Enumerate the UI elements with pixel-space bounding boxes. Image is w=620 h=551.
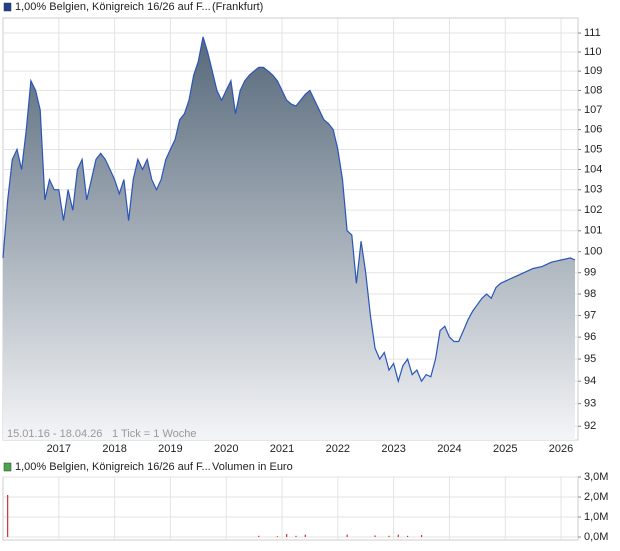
- price-line: [2, 36, 576, 384]
- volume-bar: [286, 534, 288, 537]
- volume-bar: [406, 535, 409, 537]
- area-fill: [3, 36, 575, 441]
- x-tick-label: 2025: [493, 443, 517, 455]
- x-tick-label: 2019: [158, 443, 182, 455]
- volume-bar: [7, 495, 9, 537]
- y-tick-label: 106: [584, 123, 602, 135]
- plot-area: [2, 476, 579, 541]
- period-label: 15.01.16 - 18.04.26: [7, 428, 102, 440]
- y-tick-label: 109: [584, 65, 602, 77]
- y-tick-label: 105: [584, 143, 602, 155]
- legend-label: 1,00% Belgien, Königreich 16/26 auf F...: [15, 461, 211, 473]
- y-tick-label: 1,0M: [584, 511, 608, 523]
- legend-unit: Volumen in Euro: [212, 461, 293, 473]
- legend-swatch: [3, 462, 12, 472]
- y-tick-label: 102: [584, 204, 602, 216]
- x-tick-label: 2017: [47, 443, 71, 455]
- volume-bar: [420, 535, 423, 537]
- y-tick-label: 99: [584, 267, 596, 279]
- y-tick-label: 2,0M: [584, 491, 608, 503]
- x-tick-label: 2023: [381, 443, 405, 455]
- y-tick-label: 96: [584, 331, 596, 343]
- volume-bar: [346, 534, 348, 537]
- x-tick-label: 2022: [326, 443, 350, 455]
- volume-bar: [295, 535, 297, 537]
- legend-swatch: [3, 2, 12, 12]
- legend-label: 1,00% Belgien, Königreich 16/26 auf F...: [15, 1, 211, 13]
- y-tick-label: 93: [584, 398, 596, 410]
- y-tick-label: 98: [584, 288, 596, 300]
- y-tick-label: 100: [584, 246, 602, 258]
- y-tick-label: 108: [584, 84, 602, 96]
- y-tick-label: 0,0M: [584, 531, 608, 543]
- volume-bar: [276, 536, 278, 537]
- volume-bar: [374, 535, 376, 537]
- x-tick-label: 2020: [214, 443, 238, 455]
- y-tick-label: 92: [584, 420, 596, 432]
- y-tick-label: 3,0M: [584, 471, 608, 483]
- volume-bar: [304, 534, 306, 537]
- y-tick-label: 110: [584, 46, 602, 58]
- y-tick-label: 97: [584, 309, 596, 321]
- x-tick-label: 2018: [102, 443, 126, 455]
- x-tick-label: 2021: [270, 443, 294, 455]
- y-tick-label: 103: [584, 184, 602, 196]
- volume-bar: [397, 534, 399, 537]
- y-tick-label: 94: [584, 375, 596, 387]
- y-tick-label: 107: [584, 104, 602, 116]
- y-tick-label: 101: [584, 225, 602, 237]
- legend-exchange: (Frankfurt): [212, 1, 263, 13]
- volume-bar: [258, 535, 260, 537]
- y-tick-label: 111: [584, 27, 601, 39]
- tick-note: 1 Tick = 1 Woche: [112, 428, 196, 440]
- volume-bar: [388, 535, 390, 537]
- y-tick-label: 104: [584, 163, 602, 175]
- x-tick-label: 2026: [549, 443, 573, 455]
- y-tick-label: 95: [584, 353, 596, 365]
- x-tick-label: 2024: [437, 443, 461, 455]
